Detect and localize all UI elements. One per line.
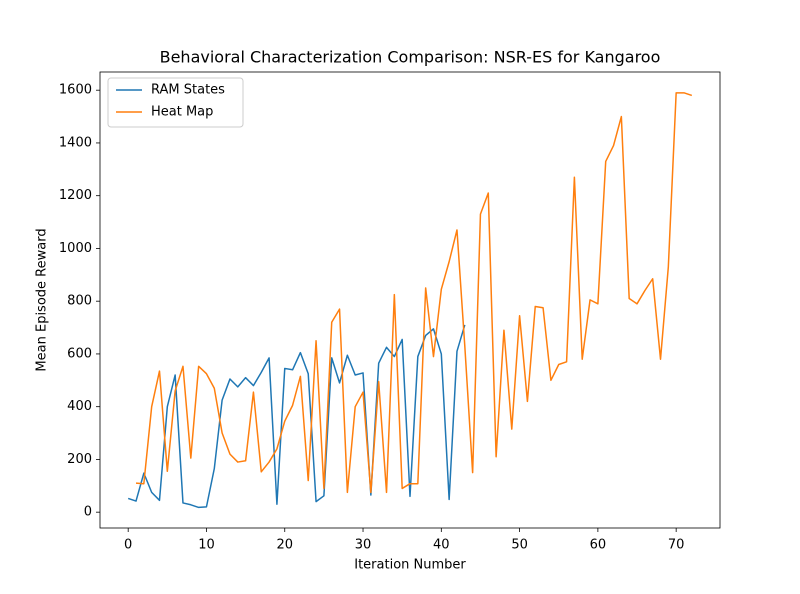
x-tick-label: 50 [511, 538, 528, 553]
x-tick-label: 40 [433, 538, 450, 553]
legend-label: Heat Map [151, 105, 213, 120]
plot-frame [99, 71, 721, 529]
x-tick-label: 0 [124, 538, 132, 553]
chart-title: Behavioral Characterization Comparison: … [160, 48, 661, 67]
x-tick-label: 60 [590, 538, 607, 553]
x-tick-label: 10 [198, 538, 215, 553]
series-line [127, 324, 466, 509]
series-line [135, 92, 693, 494]
y-tick-label: 1200 [59, 188, 92, 203]
y-tick-label: 1400 [59, 135, 92, 150]
x-axis-label: Iteration Number [354, 558, 466, 573]
y-tick-label: 600 [67, 346, 92, 361]
x-tick-label: 70 [668, 538, 685, 553]
x-tick-label: 30 [355, 538, 372, 553]
y-tick-label: 1000 [59, 241, 92, 256]
y-tick-label: 400 [67, 399, 92, 414]
legend-label: RAM States [151, 83, 225, 98]
x-tick-label: 20 [276, 538, 293, 553]
y-tick-label: 200 [67, 452, 92, 467]
y-tick-label: 0 [84, 505, 92, 520]
legend: RAM States Heat Map [107, 77, 244, 128]
y-axis-label: Mean Episode Reward [35, 228, 50, 371]
y-tick-label: 1600 [59, 83, 92, 98]
y-tick-label: 800 [67, 294, 92, 309]
